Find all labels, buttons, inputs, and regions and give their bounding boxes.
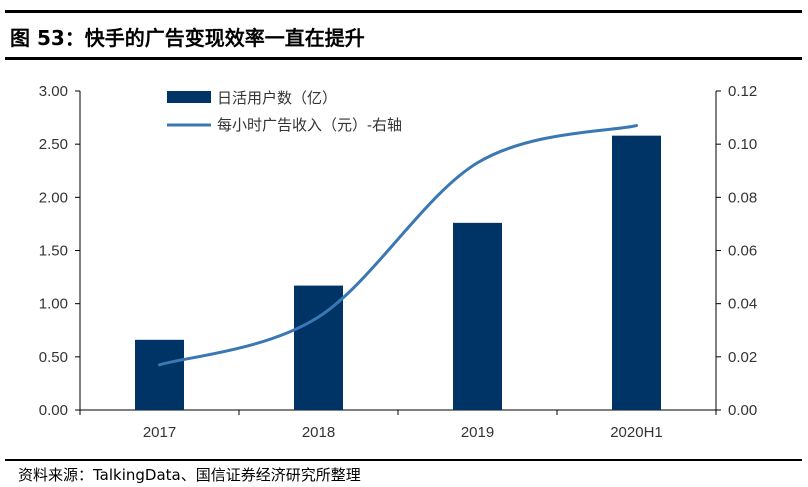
left-tick-label: 2.50 <box>39 136 68 153</box>
left-tick-label: 2.00 <box>39 189 68 206</box>
right-tick-label: 0.06 <box>728 243 757 260</box>
x-tick-label: 2019 <box>461 424 494 441</box>
bar-2020H1 <box>612 135 661 410</box>
legend-bar-label: 日活用户数（亿） <box>217 90 337 107</box>
source-note: 资料来源：TalkingData、国信证券经济研究所整理 <box>18 466 361 484</box>
left-tick-label: 0.50 <box>39 349 68 366</box>
figure-title: 图 53：快手的广告变现效率一直在提升 <box>10 26 365 50</box>
right-tick-label: 0.00 <box>728 402 757 419</box>
footer-rule <box>5 459 802 461</box>
left-tick-label: 1.00 <box>39 296 68 313</box>
x-tick-label: 2018 <box>302 424 335 441</box>
legend-line-label: 每小时广告收入（元）-右轴 <box>217 117 402 134</box>
legend-bar-swatch <box>167 91 211 103</box>
right-tick-label: 0.08 <box>728 189 757 206</box>
right-tick-label: 0.04 <box>728 296 757 313</box>
left-tick-label: 1.50 <box>39 243 68 260</box>
left-tick-label: 0.00 <box>39 402 68 419</box>
bar-2019 <box>453 222 502 410</box>
top-rule <box>5 10 802 13</box>
x-tick-label: 2020H1 <box>610 424 663 441</box>
bar-2017 <box>135 339 184 410</box>
left-tick-label: 3.00 <box>39 83 68 100</box>
title-rule <box>5 57 802 60</box>
right-tick-label: 0.10 <box>728 136 757 153</box>
x-tick-label: 2017 <box>143 424 176 441</box>
right-tick-label: 0.12 <box>728 83 757 100</box>
ad-revenue-line <box>158 124 638 367</box>
right-tick-label: 0.02 <box>728 349 757 366</box>
